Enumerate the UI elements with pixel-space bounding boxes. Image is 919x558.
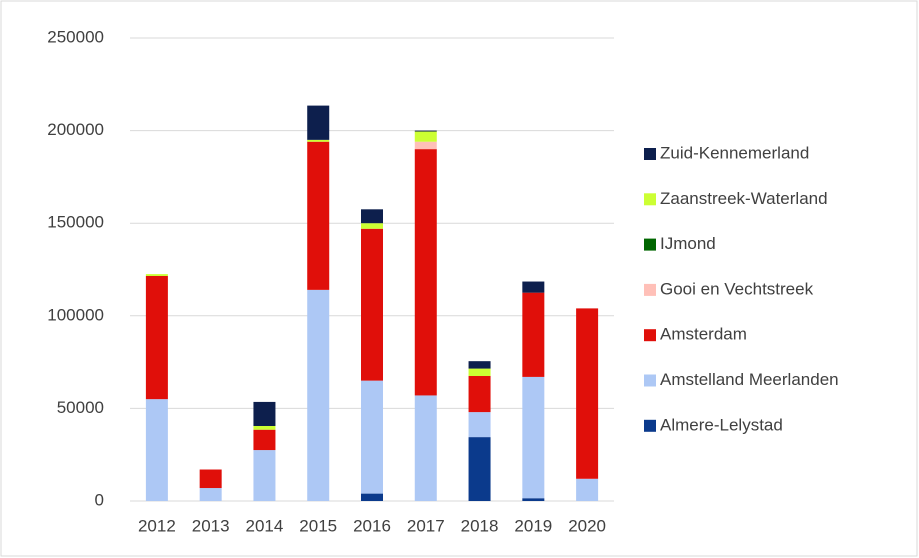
bar-segment bbox=[253, 425, 276, 430]
legend-label: Gooi en Vechtstreek bbox=[660, 279, 814, 298]
bar-segment bbox=[414, 131, 437, 142]
legend-label: Amsterdam bbox=[660, 325, 747, 344]
bar-segment bbox=[361, 380, 383, 494]
bar-segment bbox=[576, 308, 599, 479]
legend-label: Amstelland Meerlanden bbox=[660, 370, 839, 389]
bar-segment bbox=[576, 478, 599, 501]
x-tick-label: 2012 bbox=[138, 516, 176, 535]
bar-segment bbox=[307, 141, 330, 290]
y-tick-label: 200000 bbox=[47, 120, 104, 139]
legend-swatch bbox=[644, 148, 656, 160]
bar-segment bbox=[361, 493, 383, 501]
bar-segment bbox=[145, 274, 168, 276]
bar-segment bbox=[468, 437, 491, 501]
x-tick-label: 2015 bbox=[299, 516, 337, 535]
bar-segment bbox=[361, 209, 383, 224]
bar-segment bbox=[414, 395, 437, 501]
bar-segment bbox=[253, 401, 276, 426]
legend-swatch bbox=[644, 419, 656, 432]
bar-segment bbox=[361, 223, 383, 229]
legend-label: Zaanstreek-Waterland bbox=[660, 189, 828, 208]
bar-segment bbox=[199, 488, 222, 501]
bar-segment bbox=[522, 498, 545, 501]
x-tick-label: 2020 bbox=[568, 516, 606, 535]
bar-segment bbox=[414, 149, 437, 396]
bar-segment bbox=[307, 105, 330, 140]
bar-segment bbox=[307, 139, 330, 142]
legend-swatch bbox=[644, 238, 656, 251]
x-tick-label: 2016 bbox=[353, 516, 391, 535]
bar-segment bbox=[468, 361, 491, 369]
legend-swatch bbox=[644, 283, 656, 296]
y-tick-label: 250000 bbox=[47, 27, 104, 46]
y-tick-label: 100000 bbox=[47, 305, 104, 324]
bar-segment bbox=[522, 281, 545, 293]
bar-segment bbox=[253, 429, 276, 451]
x-tick-label: 2013 bbox=[192, 516, 230, 535]
x-tick-label: 2019 bbox=[514, 516, 552, 535]
bar-segment bbox=[145, 275, 168, 400]
bar-segment bbox=[199, 469, 222, 489]
bar-segment bbox=[307, 289, 330, 501]
bar-segment bbox=[522, 376, 545, 499]
bar-segment bbox=[468, 375, 491, 413]
x-tick-label: 2018 bbox=[461, 516, 499, 535]
legend-label: Zuid-Kennemerland bbox=[660, 143, 809, 162]
legend-swatch bbox=[644, 193, 656, 206]
legend-label: IJmond bbox=[660, 234, 716, 253]
legend-label: Almere-Lelystad bbox=[660, 415, 783, 434]
bar-segment bbox=[522, 292, 545, 377]
legend-swatch bbox=[644, 329, 656, 342]
bar-segment bbox=[414, 141, 437, 150]
bar-segment bbox=[253, 450, 276, 501]
bar-segment bbox=[468, 412, 491, 438]
bar-segment bbox=[414, 130, 437, 132]
y-tick-label: 50000 bbox=[57, 398, 104, 417]
x-tick-label: 2017 bbox=[407, 516, 445, 535]
bar-segment bbox=[361, 228, 383, 381]
y-tick-label: 150000 bbox=[47, 213, 104, 232]
bar-segment bbox=[145, 399, 168, 501]
y-tick-label: 0 bbox=[95, 490, 104, 509]
x-tick-label: 2014 bbox=[246, 516, 284, 535]
bar-segment bbox=[468, 368, 491, 376]
legend-swatch bbox=[644, 374, 656, 387]
